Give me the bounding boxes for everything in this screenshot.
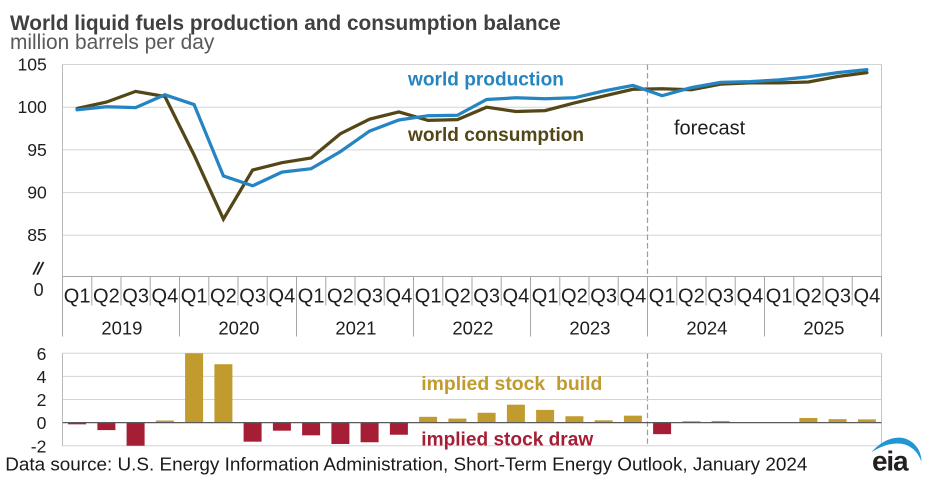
svg-text:implied stock build: implied stock build [421,373,602,395]
svg-text:6: 6 [37,344,47,364]
svg-text:2021: 2021 [335,318,376,339]
svg-text:2023: 2023 [569,318,610,339]
svg-text:Q3: Q3 [356,286,383,308]
svg-text:Q1: Q1 [766,286,793,308]
svg-text:Q4: Q4 [152,286,179,308]
svg-text:2024: 2024 [686,318,727,339]
svg-text:105: 105 [17,54,47,74]
svg-text:Q1: Q1 [298,286,325,308]
svg-text:0: 0 [37,413,47,433]
svg-text:million barrels per day: million barrels per day [10,31,215,54]
svg-text:Q1: Q1 [64,286,91,308]
svg-text:Q4: Q4 [737,286,764,308]
svg-text:-2: -2 [31,436,47,456]
svg-text:Q2: Q2 [327,286,354,308]
svg-text:Q3: Q3 [707,286,734,308]
svg-text:Q3: Q3 [824,286,851,308]
svg-text:Q4: Q4 [854,286,881,308]
svg-text:Q2: Q2 [795,286,822,308]
svg-text:Q2: Q2 [210,286,237,308]
svg-text:2019: 2019 [101,318,142,339]
svg-text:Q2: Q2 [678,286,705,308]
svg-text:95: 95 [27,140,47,160]
svg-text:eia: eia [872,446,909,477]
svg-text:Q3: Q3 [473,286,500,308]
svg-text:Q4: Q4 [503,286,530,308]
svg-text:Q4: Q4 [620,286,647,308]
svg-text:Q1: Q1 [532,286,559,308]
svg-text:Q1: Q1 [649,286,676,308]
svg-text:2022: 2022 [452,318,493,339]
svg-text:Q1: Q1 [181,286,208,308]
svg-text:Q3: Q3 [239,286,266,308]
svg-text:Q1: Q1 [415,286,442,308]
svg-text:Q3: Q3 [122,286,149,308]
svg-text:implied stock draw: implied stock draw [421,430,593,451]
svg-text:2: 2 [37,390,47,410]
svg-text:world production: world production [407,70,564,91]
svg-text:Q4: Q4 [386,286,413,308]
svg-text:Q2: Q2 [93,286,120,308]
svg-text:forecast: forecast [674,118,746,140]
svg-text:2025: 2025 [803,318,844,339]
svg-text:0: 0 [34,280,44,300]
svg-text:100: 100 [17,97,47,117]
svg-text:Q2: Q2 [561,286,588,308]
svg-text:Q2: Q2 [444,286,471,308]
svg-text:4: 4 [37,367,47,387]
svg-text:90: 90 [27,183,47,203]
svg-text:Data source: U.S. Energy Infor: Data source: U.S. Energy Information Adm… [5,454,807,475]
svg-text:Q4: Q4 [269,286,296,308]
svg-text:85: 85 [27,225,47,245]
svg-text:world consumption: world consumption [407,125,584,146]
svg-text:2020: 2020 [218,318,259,339]
svg-text:Q3: Q3 [590,286,617,308]
